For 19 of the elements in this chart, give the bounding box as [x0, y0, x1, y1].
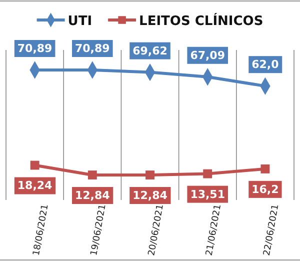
point [203, 169, 212, 178]
data-label: 70,89 [75, 42, 110, 55]
data-label: 67,09 [190, 48, 225, 62]
point [30, 160, 40, 170]
data-label: 18,24 [17, 179, 53, 192]
point [260, 164, 270, 174]
legend-label: LEITOS CLÍNICOS [139, 12, 264, 29]
point [146, 170, 154, 180]
x-tick-label: 21/06/2021 [204, 204, 224, 257]
data-label: 13,51 [190, 188, 225, 201]
data-label: 70,89 [17, 42, 52, 55]
data-label: 62,0 [252, 58, 280, 72]
legend-label: UTI [68, 14, 92, 29]
data-label: 16,2 [252, 182, 279, 196]
data-label: 69,62 [132, 44, 168, 58]
x-tick-label: 22/06/2021 [262, 204, 282, 257]
point [88, 170, 97, 180]
data-label: 12,84 [132, 189, 168, 202]
data-label: 12,84 [75, 189, 110, 202]
